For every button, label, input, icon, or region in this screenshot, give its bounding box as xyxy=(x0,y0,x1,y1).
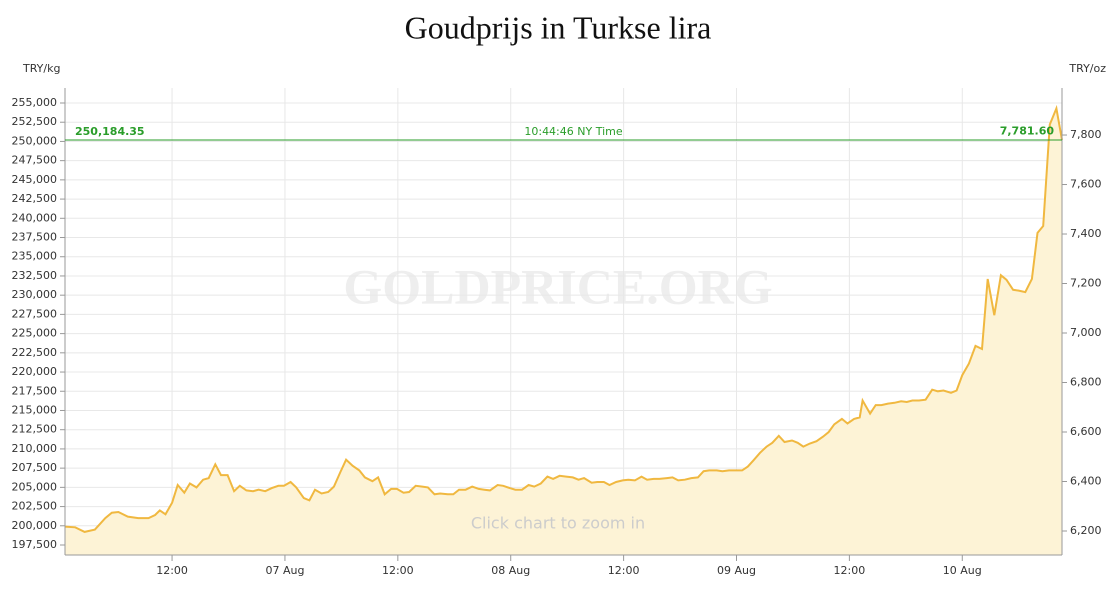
price-label: 250,184.35 xyxy=(75,125,145,138)
y-tick-label: 242,500 xyxy=(12,192,58,205)
price-label-y2: 7,781.60 xyxy=(1000,125,1055,138)
y-tick-label: 230,000 xyxy=(12,288,58,301)
y-tick-label: 245,000 xyxy=(12,173,58,186)
x-tick-label: 08 Aug xyxy=(491,564,530,577)
y-tick-label: 222,500 xyxy=(12,346,58,359)
y-tick-label: 212,500 xyxy=(12,423,58,436)
watermark: GOLDPRICE.ORG xyxy=(343,258,772,314)
y-tick-label: 235,000 xyxy=(12,250,58,263)
y-tick-label: 210,000 xyxy=(12,442,58,455)
y-tick-label: 197,500 xyxy=(12,538,58,551)
y-tick-label: 202,500 xyxy=(12,500,58,513)
y-tick-label: 215,000 xyxy=(12,403,58,416)
x-tick-label: 07 Aug xyxy=(265,564,304,577)
y-tick-label: 217,500 xyxy=(12,384,58,397)
y2-tick-label: 7,200 xyxy=(1070,277,1102,290)
y2-axis-label: TRY/oz xyxy=(1068,62,1106,75)
y2-tick-label: 7,800 xyxy=(1070,128,1102,141)
y2-tick-label: 6,600 xyxy=(1070,425,1102,438)
y-tick-label: 225,000 xyxy=(12,327,58,340)
y2-tick-label: 7,000 xyxy=(1070,326,1102,339)
y2-tick-label: 7,600 xyxy=(1070,178,1102,191)
x-tick-label: 12:00 xyxy=(834,564,866,577)
price-time: 10:44:46 NY Time xyxy=(524,125,622,138)
x-tick-label: 12:00 xyxy=(608,564,640,577)
y-tick-label: 240,000 xyxy=(12,211,58,224)
y-tick-label: 237,500 xyxy=(12,231,58,244)
y-tick-label: 220,000 xyxy=(12,365,58,378)
chart-title: Goudprijs in Turkse lira xyxy=(405,9,712,45)
zoom-hint: Click chart to zoom in xyxy=(471,514,645,533)
y-tick-label: 255,000 xyxy=(12,96,58,109)
y-tick-label: 250,000 xyxy=(12,134,58,147)
x-tick-label: 12:00 xyxy=(156,564,188,577)
y-tick-label: 252,500 xyxy=(12,115,58,128)
line xyxy=(64,104,1063,533)
y-tick-label: 247,500 xyxy=(12,154,58,167)
y-axis-label: TRY/kg xyxy=(22,62,60,75)
y-tick-label: 207,500 xyxy=(12,461,58,474)
y2-tick-label: 7,400 xyxy=(1070,227,1102,240)
y2-tick-label: 6,400 xyxy=(1070,474,1102,487)
x-tick-label: 12:00 xyxy=(382,564,414,577)
y-tick-label: 232,500 xyxy=(12,269,58,282)
y-tick-label: 200,000 xyxy=(12,519,58,532)
y-tick-label: 205,000 xyxy=(12,480,58,493)
y-tick-label: 227,500 xyxy=(12,307,58,320)
y2-tick-label: 6,800 xyxy=(1070,376,1102,389)
x-tick-label: 10 Aug xyxy=(943,564,982,577)
x-tick-label: 09 Aug xyxy=(717,564,756,577)
area xyxy=(64,108,1063,556)
y2-tick-label: 6,200 xyxy=(1070,524,1102,537)
